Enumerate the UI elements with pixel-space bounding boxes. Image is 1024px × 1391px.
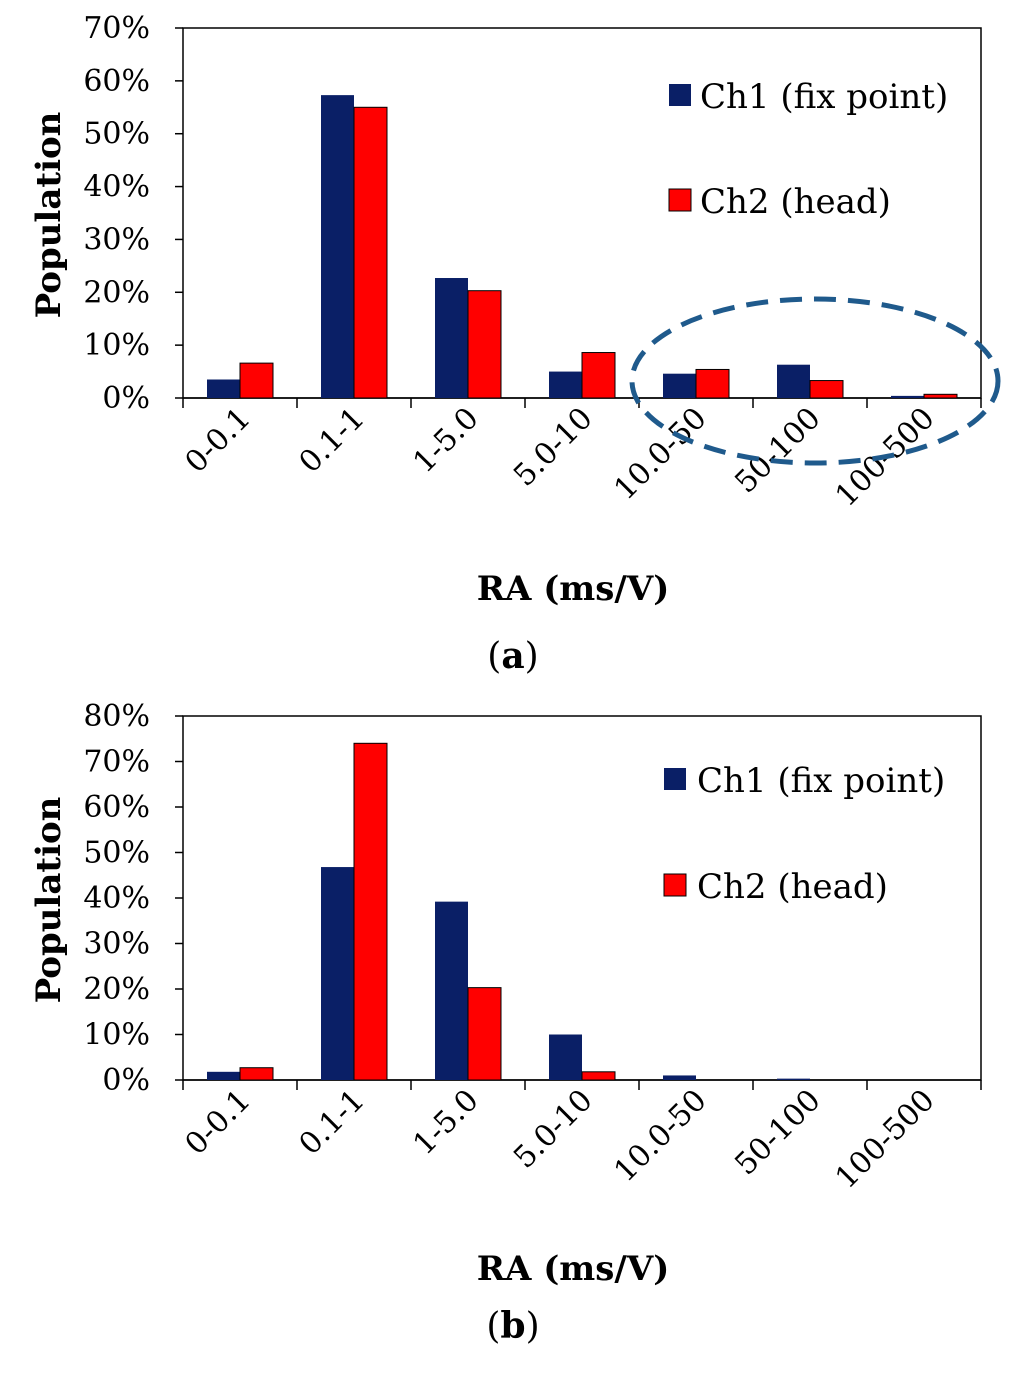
bar-ch2-10.0-50 xyxy=(695,368,730,399)
x-tick-label: 10.0-50 xyxy=(608,1083,714,1189)
bar-ch2-0-0.1 xyxy=(239,1067,274,1081)
bar-ch2-5.0-10 xyxy=(581,352,616,399)
legend-swatch xyxy=(669,84,691,106)
y-tick-label: 40% xyxy=(83,881,150,916)
bar-ch2-100-500 xyxy=(923,393,958,399)
bar-ch1-1-5.0 xyxy=(435,278,468,398)
y-tick-label: 20% xyxy=(83,972,150,1007)
y-tick-label: 0% xyxy=(102,1063,150,1098)
bar-ch1-10.0-50 xyxy=(663,1075,696,1080)
legend-label: Ch2 (head) xyxy=(697,867,888,907)
bar-ch2-0.1-1 xyxy=(353,106,388,399)
y-tick-label: 70% xyxy=(83,745,150,780)
y-tick-label: 50% xyxy=(83,117,150,152)
figure-caption: (b) xyxy=(486,1305,539,1347)
legend-label: Ch2 (head) xyxy=(700,182,891,222)
bar-ch2-0-0.1 xyxy=(239,362,274,399)
y-tick-label: 10% xyxy=(83,328,150,363)
x-tick-label: 10.0-50 xyxy=(608,401,714,507)
x-tick-label: 1-5.0 xyxy=(407,1083,486,1162)
figure-caption: (a) xyxy=(487,635,538,677)
y-tick-label: 50% xyxy=(83,836,150,871)
bar-ch1-5.0-10 xyxy=(549,1034,582,1080)
x-tick-label: 100-500 xyxy=(829,1083,942,1196)
bar-ch1-5.0-10 xyxy=(549,371,582,398)
y-tick-label: 20% xyxy=(83,275,150,310)
bar-ch1-0-0.1 xyxy=(207,1071,240,1080)
chart-a: 0% 10% 20% 30% 40% 50% 60% 70% 0-0.1 0.1-1 1-5.0 5.… xyxy=(29,11,1001,677)
highlight-ellipse xyxy=(629,296,1001,466)
y-tick-label: 40% xyxy=(83,170,150,205)
bar-ch2-5.0-10 xyxy=(581,1071,616,1081)
bar-ch2-50-100 xyxy=(809,380,844,399)
bar-ch2-1-5.0 xyxy=(467,987,502,1081)
y-axis-title: Population xyxy=(29,112,69,319)
legend-swatch xyxy=(663,873,687,897)
legend-swatch xyxy=(664,768,686,790)
y-axis-title: Population xyxy=(29,797,69,1004)
x-tick-label: 0-0.1 xyxy=(179,401,258,480)
y-tick-label: 70% xyxy=(83,11,150,46)
x-tick-label: 0.1-1 xyxy=(293,401,372,480)
bar-ch1-50-100 xyxy=(777,364,810,398)
y-tick-label: 30% xyxy=(83,927,150,962)
bar-ch1-0-0.1 xyxy=(207,379,240,398)
bar-ch1-1-5.0 xyxy=(435,901,468,1080)
legend-label: Ch1 (fix point) xyxy=(697,761,945,801)
bar-ch2-1-5.0 xyxy=(467,290,502,399)
x-tick-label: 50-100 xyxy=(728,401,827,500)
bar-ch2-0.1-1 xyxy=(353,742,388,1081)
bar-ch1-50-100 xyxy=(777,1078,810,1080)
x-tick-label: 5.0-10 xyxy=(507,1083,600,1176)
y-tick-label: 60% xyxy=(83,790,150,825)
x-tick-label: 0.1-1 xyxy=(293,1083,372,1162)
y-tick-label: 30% xyxy=(83,222,150,257)
x-tick-label: 1-5.0 xyxy=(407,401,486,480)
y-tick-label: 60% xyxy=(83,64,150,99)
bar-ch1-100-500 xyxy=(891,395,924,398)
x-tick-label: 0-0.1 xyxy=(179,1083,258,1162)
x-tick-label: 5.0-10 xyxy=(507,401,600,494)
chart-b: 0% 10% 20% 30% 40% 50% 60% 70% 80% 0-0.1 0.1-1 1-5.… xyxy=(29,699,982,1347)
y-tick-label: 0% xyxy=(102,381,150,416)
legend-swatch xyxy=(668,188,692,212)
legend-label: Ch1 (fix point) xyxy=(700,77,948,117)
x-axis-title: RA (ms/V) xyxy=(477,569,670,609)
bar-ch1-10.0-50 xyxy=(663,373,696,398)
x-tick-label: 50-100 xyxy=(728,1083,827,1182)
y-tick-label: 80% xyxy=(83,699,150,734)
bar-ch1-0.1-1 xyxy=(321,95,354,398)
x-axis-title: RA (ms/V) xyxy=(477,1249,670,1289)
bar-ch1-0.1-1 xyxy=(321,867,354,1080)
y-tick-label: 10% xyxy=(83,1018,150,1053)
